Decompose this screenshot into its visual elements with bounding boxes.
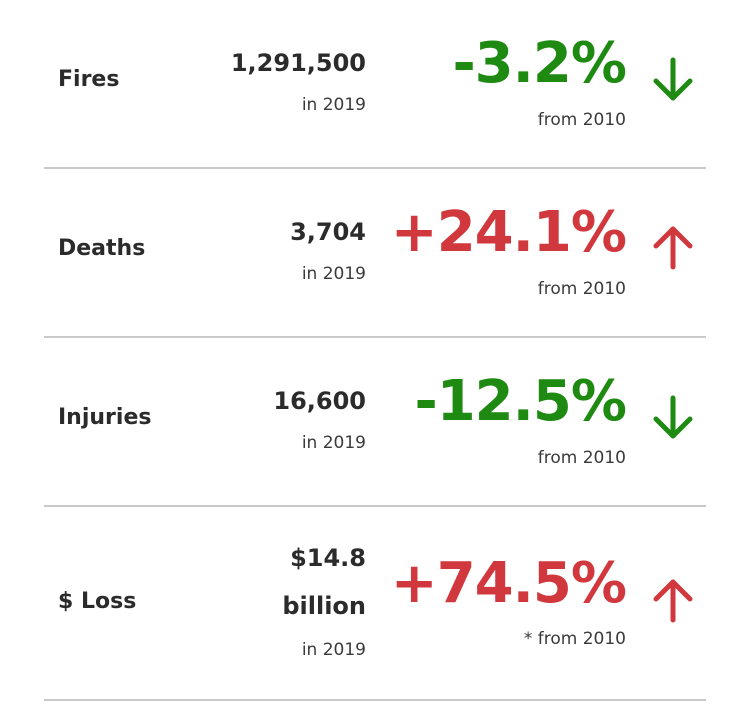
- stat-count-unit: billion: [282, 592, 366, 620]
- fire-statistics-list: Fires 1,291,500 in 2019 -3.2% from 2010 …: [44, 0, 706, 701]
- change-percent: +24.1%: [390, 200, 627, 265]
- stat-count: 16,600: [273, 387, 366, 415]
- stat-label: Fires: [58, 67, 120, 92]
- stat-row-injuries: Injuries 16,600 in 2019 -12.5% from 2010: [44, 338, 706, 507]
- change-percent: +74.5%: [390, 551, 627, 616]
- stat-year: in 2019: [301, 640, 366, 660]
- stat-label: Deaths: [58, 236, 146, 261]
- change-baseline: from 2010: [537, 448, 626, 468]
- change-percent: -3.2%: [452, 31, 627, 96]
- change-baseline: * from 2010: [523, 629, 626, 649]
- stat-year: in 2019: [301, 264, 366, 284]
- change-percent: -12.5%: [414, 369, 627, 434]
- stat-label: $ Loss: [58, 589, 137, 614]
- arrow-down-icon: [652, 55, 694, 103]
- change-baseline: from 2010: [537, 110, 626, 130]
- stat-count: 1,291,500: [230, 49, 366, 77]
- stat-year: in 2019: [301, 95, 366, 115]
- stat-label: Injuries: [58, 405, 152, 430]
- stat-year: in 2019: [301, 433, 366, 453]
- stat-row-deaths: Deaths 3,704 in 2019 +24.1% from 2010: [44, 169, 706, 338]
- arrow-up-icon: [652, 577, 694, 625]
- stat-count: 3,704: [290, 218, 366, 246]
- arrow-up-icon: [652, 224, 694, 272]
- arrow-down-icon: [652, 393, 694, 441]
- change-baseline: from 2010: [537, 279, 626, 299]
- stat-row-fires: Fires 1,291,500 in 2019 -3.2% from 2010: [44, 0, 706, 169]
- stat-count-amount: $14.8: [290, 544, 366, 572]
- stat-row-dollar-loss: $ Loss $14.8 billion in 2019 +74.5% * fr…: [44, 507, 706, 701]
